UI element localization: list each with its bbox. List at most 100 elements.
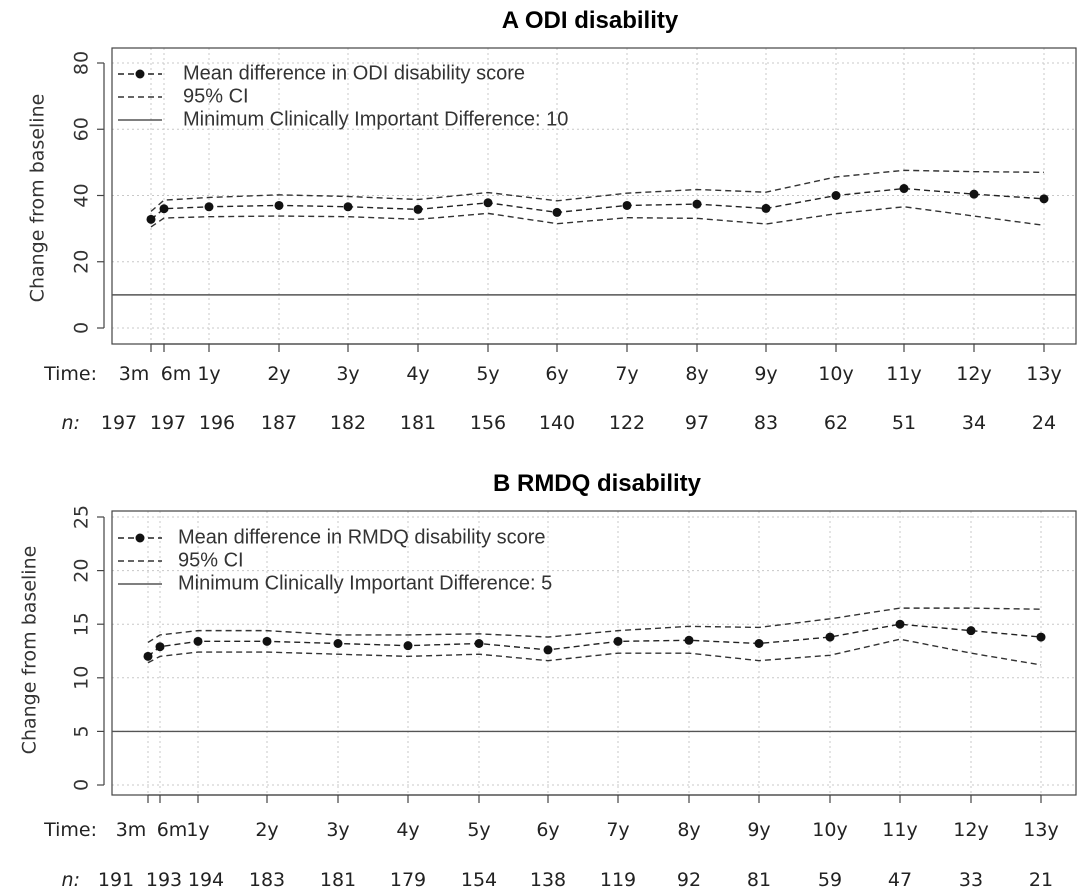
ci-upper-line xyxy=(150,169,1045,212)
x-tick-label: 6y xyxy=(536,819,559,841)
y-tick-label: 10 xyxy=(71,666,93,690)
mean-point xyxy=(966,626,976,636)
x-tick-label: 3m xyxy=(119,363,150,385)
mean-point xyxy=(403,641,413,651)
n-value: 179 xyxy=(390,869,426,891)
mean-point xyxy=(159,204,169,214)
x-tick-label: 12y xyxy=(953,819,988,841)
x-tick-label: 12y xyxy=(956,363,991,385)
mean-point xyxy=(622,200,632,210)
mean-point xyxy=(343,202,353,212)
mean-point xyxy=(204,202,214,212)
n-value: 182 xyxy=(330,412,366,434)
n-value: 197 xyxy=(101,412,137,434)
y-tick-label: 20 xyxy=(71,250,93,274)
mean-point xyxy=(754,638,764,648)
x-tick-label: 13y xyxy=(1023,819,1058,841)
mean-point xyxy=(274,200,284,210)
n-value: 81 xyxy=(747,869,771,891)
n-value: 196 xyxy=(199,412,235,434)
x-tick-label: 1y xyxy=(186,819,209,841)
n-value: 51 xyxy=(892,412,916,434)
y-tick-label: 15 xyxy=(71,612,93,636)
n-value: 21 xyxy=(1029,869,1053,891)
mean-point xyxy=(825,632,835,642)
x-tick-label: 3y xyxy=(326,819,349,841)
n-value: 92 xyxy=(677,869,701,891)
ci-lower-line xyxy=(150,206,1045,228)
legend-mean-marker xyxy=(135,533,145,543)
n-value: 187 xyxy=(261,412,297,434)
plot-area xyxy=(111,510,1077,796)
mean-point xyxy=(552,207,562,217)
x-tick-label: 11y xyxy=(882,819,917,841)
n-value: 140 xyxy=(539,412,575,434)
mean-point xyxy=(831,191,841,200)
mean-point xyxy=(684,635,694,645)
mean-point xyxy=(692,199,702,209)
n-value: 193 xyxy=(146,869,182,891)
x-tick-label: 7y xyxy=(615,363,638,385)
mean-point xyxy=(899,184,909,194)
x-tick-label: 6m xyxy=(157,819,188,841)
time-label: Time: xyxy=(43,363,97,385)
x-tick-label: 8y xyxy=(685,363,708,385)
n-value: 154 xyxy=(461,869,497,891)
mean-point xyxy=(483,198,493,208)
x-tick-label: 8y xyxy=(677,819,700,841)
n-value: 122 xyxy=(609,412,645,434)
n-value: 59 xyxy=(818,869,842,891)
n-value: 183 xyxy=(249,869,285,891)
n-value: 181 xyxy=(320,869,356,891)
mean-point xyxy=(1039,194,1049,204)
x-tick-label: 9y xyxy=(754,363,777,385)
ci-upper-line xyxy=(147,607,1042,644)
x-tick-label: 2y xyxy=(255,819,278,841)
legend-mean-label: Mean difference in ODI disability score xyxy=(183,62,525,84)
y-tick-label: 80 xyxy=(71,51,93,75)
mean-point xyxy=(613,636,623,646)
legend-mean-marker xyxy=(135,69,145,79)
y-tick-label: 5 xyxy=(71,725,93,737)
n-value: 33 xyxy=(959,869,983,891)
y-tick-label: 0 xyxy=(71,322,93,334)
n-value: 197 xyxy=(150,412,186,434)
x-tick-label: 5y xyxy=(476,363,499,385)
y-tick-label: 25 xyxy=(71,505,93,529)
mean-point xyxy=(146,214,156,224)
legend-mcid-label: Minimum Clinically Important Difference:… xyxy=(178,572,552,594)
x-tick-label: 13y xyxy=(1026,363,1061,385)
mean-point xyxy=(143,651,153,661)
n-value: 191 xyxy=(98,869,134,891)
chart-panel-a: A ODI disability 0 20 40 60 80 Change from bas… xyxy=(27,7,1077,434)
mean-point xyxy=(1036,632,1046,642)
n-value: 138 xyxy=(530,869,566,891)
x-tick-label: 7y xyxy=(606,819,629,841)
chart-title: A ODI disability xyxy=(502,7,679,34)
legend-mean-label: Mean difference in RMDQ disability score xyxy=(178,526,546,548)
n-value: 34 xyxy=(962,412,986,434)
n-value: 62 xyxy=(824,412,848,434)
mean-point xyxy=(543,645,553,655)
y-tick-label: 60 xyxy=(71,117,93,141)
y-tick-label: 20 xyxy=(71,559,93,583)
y-tick-label: 40 xyxy=(71,183,93,207)
n-value: 83 xyxy=(754,412,778,434)
x-tick-label: 6m xyxy=(161,363,192,385)
y-tick-label: 0 xyxy=(71,779,93,791)
mean-point xyxy=(413,204,423,214)
time-label: Time: xyxy=(43,819,97,841)
x-tick-label: 10y xyxy=(812,819,847,841)
x-tick-label: 3m xyxy=(116,819,147,841)
mean-point xyxy=(761,203,771,213)
x-tick-label: 4y xyxy=(396,819,419,841)
mean-point xyxy=(155,642,165,652)
mean-point xyxy=(333,638,343,648)
n-value: 181 xyxy=(400,412,436,434)
n-label: n: xyxy=(62,412,80,434)
ci-lower-line xyxy=(147,638,1042,666)
mean-point xyxy=(262,636,272,646)
x-tick-label: 4y xyxy=(406,363,429,385)
chart-panel-b: B RMDQ disability 0 5 10 15 20 25 Change from b… xyxy=(19,470,1077,891)
